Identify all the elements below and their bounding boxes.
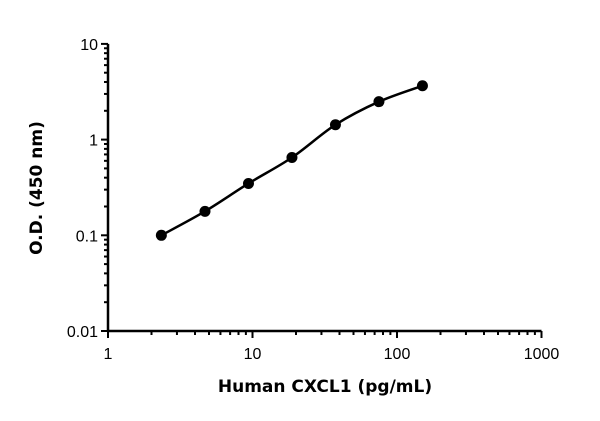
y-tick-label: 1	[89, 133, 98, 150]
data-point	[155, 229, 167, 241]
y-tick-label: 0.1	[76, 228, 98, 245]
x-tick-label: 100	[384, 346, 411, 363]
data-point	[286, 152, 298, 164]
data-point	[416, 80, 428, 92]
x-axis: 1 10 100 1000	[104, 329, 560, 363]
data-points	[155, 80, 428, 241]
data-point	[329, 119, 341, 131]
x-tick-label: 1	[104, 346, 113, 363]
data-point	[373, 96, 385, 108]
data-point	[199, 205, 211, 217]
x-tick-label: 10	[244, 346, 262, 363]
y-axis: 0.01 0.1 1 10	[67, 37, 110, 341]
y-tick-label: 10	[80, 37, 98, 54]
y-axis-title: O.D. (450 nm)	[27, 121, 47, 255]
data-point	[242, 177, 254, 189]
x-tick-label: 1000	[524, 346, 560, 363]
y-tick-label: 0.01	[67, 324, 98, 341]
x-axis-title: Human CXCL1 (pg/mL)	[218, 377, 432, 397]
